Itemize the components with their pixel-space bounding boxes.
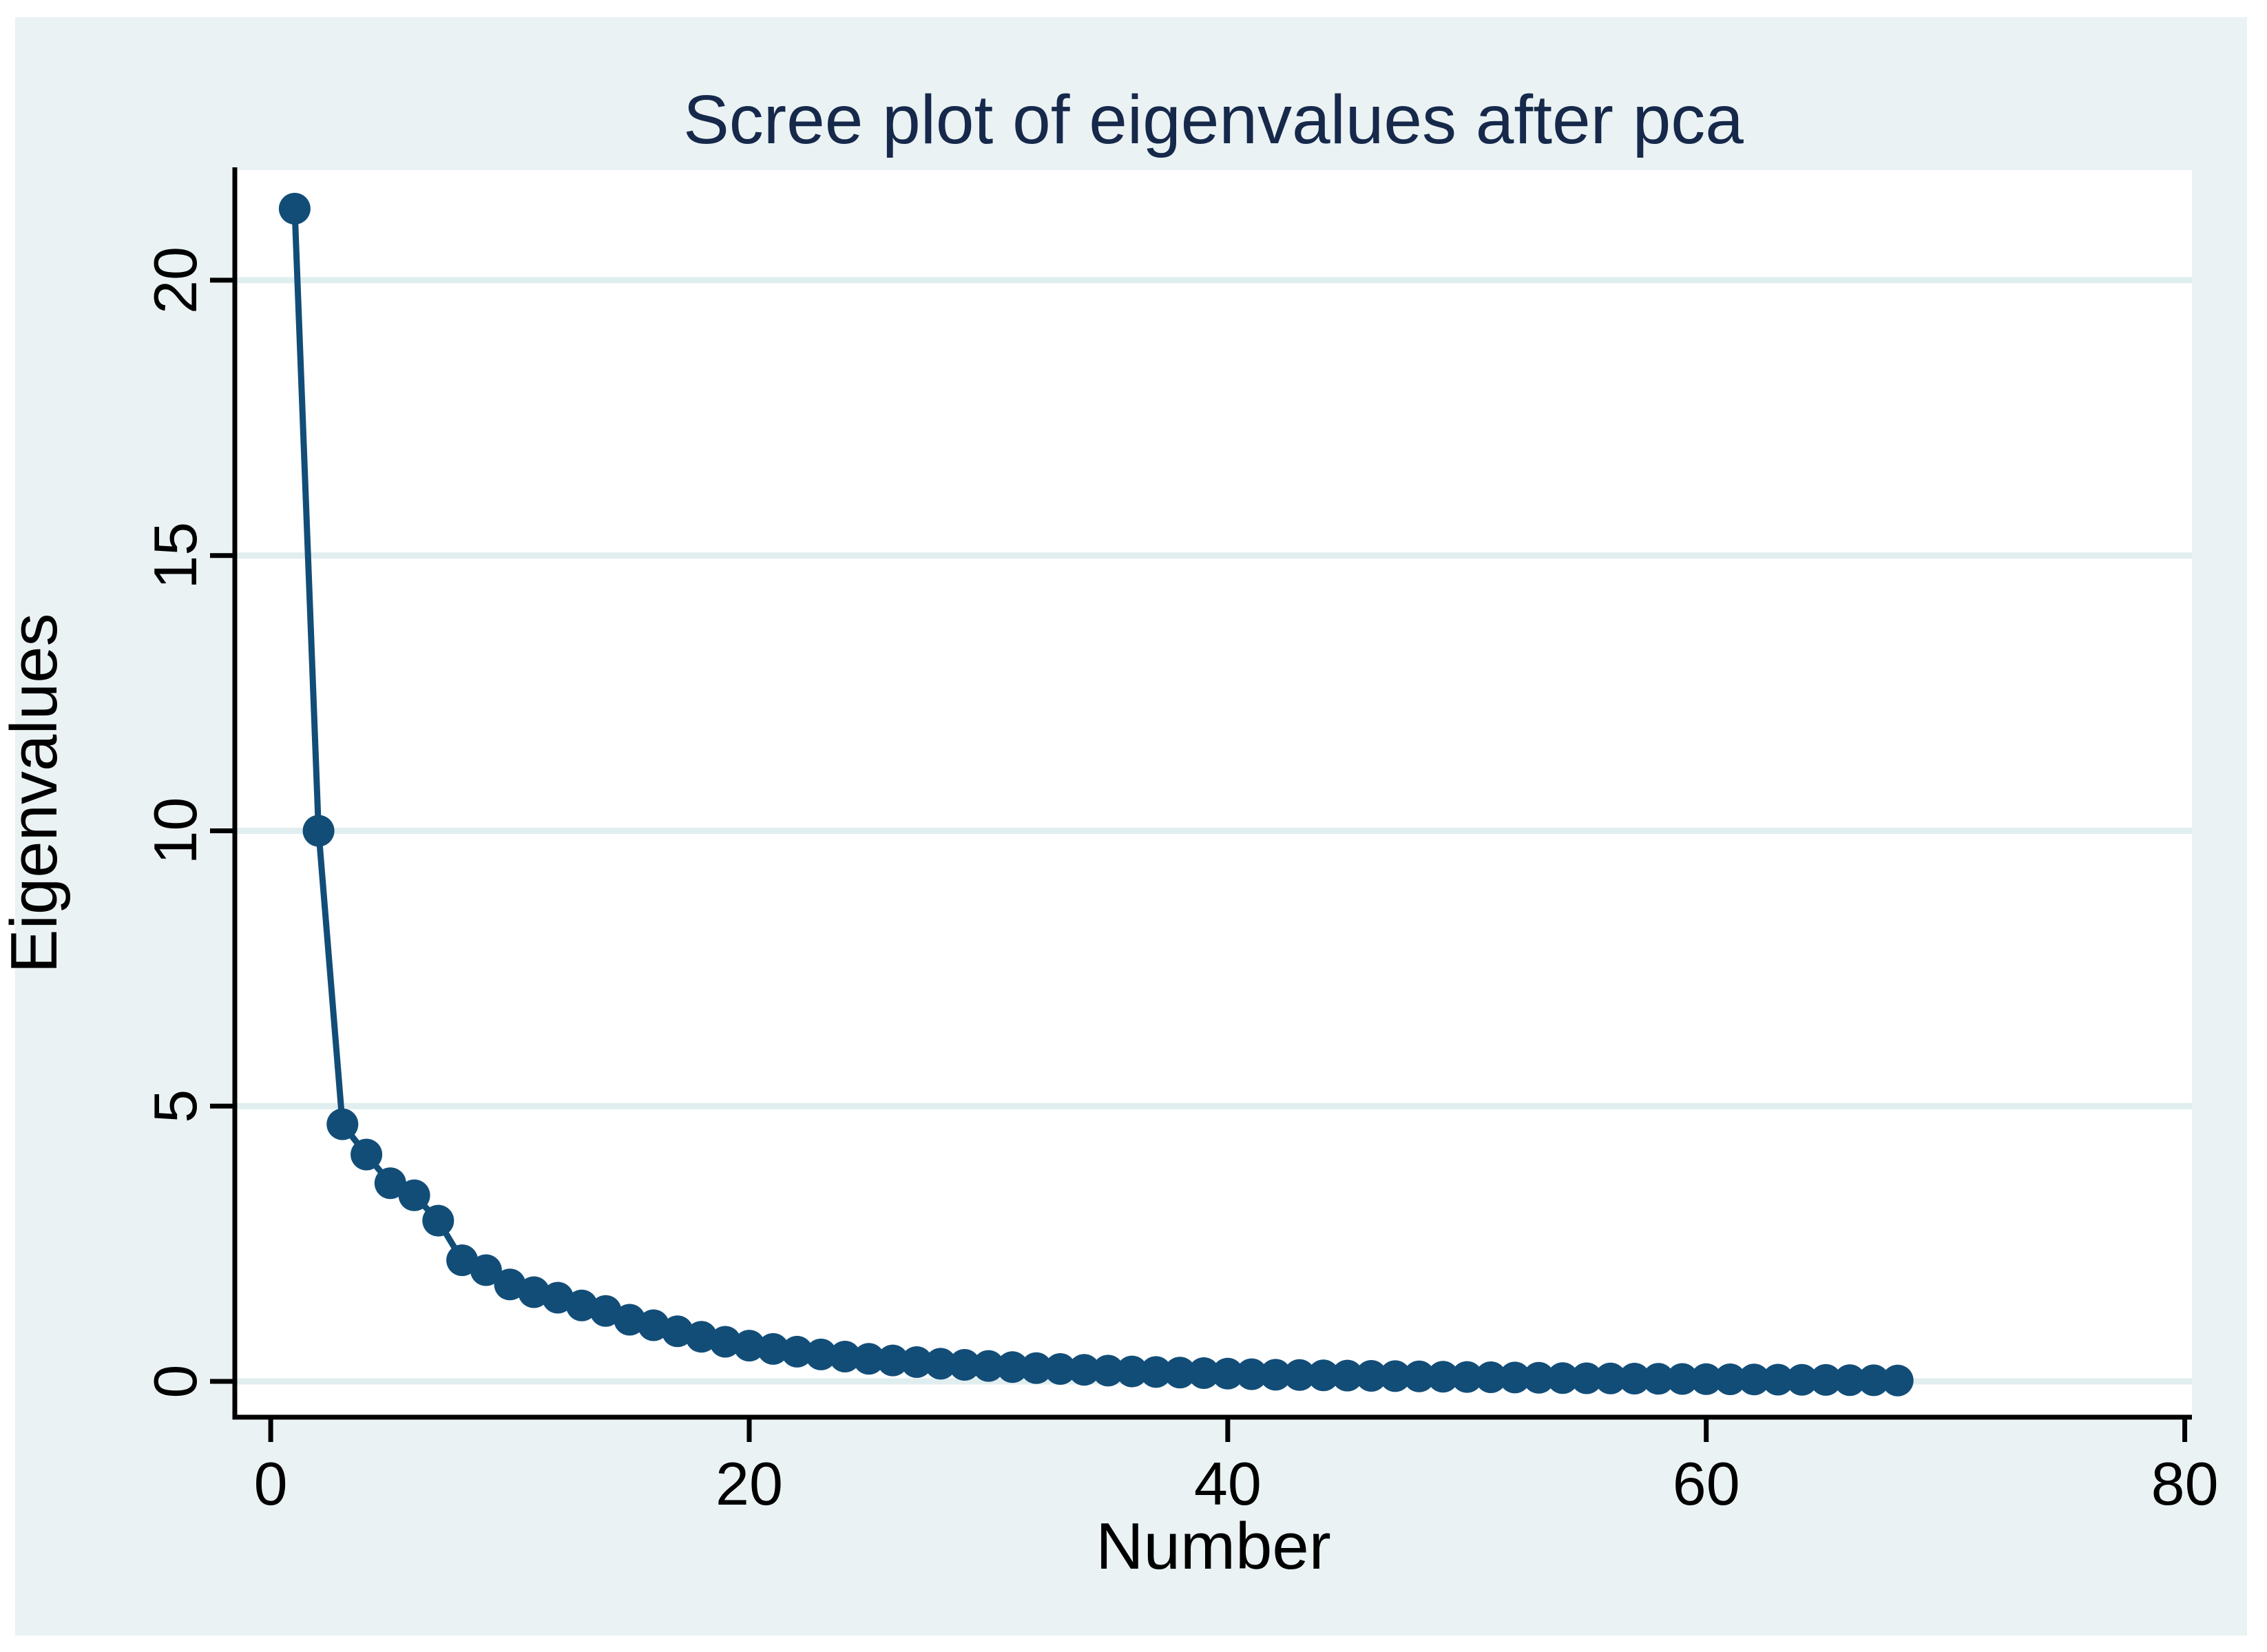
data-point-marker (829, 1341, 861, 1372)
data-point-marker (1451, 1361, 1483, 1393)
data-point-marker (374, 1167, 406, 1200)
data-point-marker (1714, 1363, 1746, 1395)
y-axis-ticks: 0 5 10 15 20 (141, 247, 235, 1399)
x-tick-label: 40 (1194, 1450, 1262, 1518)
data-point-marker (1738, 1363, 1770, 1396)
data-point-marker (1235, 1358, 1268, 1390)
data-point-marker (638, 1309, 669, 1341)
eigenvalue-series (278, 193, 1914, 1397)
y-tick-label: 0 (141, 1365, 209, 1399)
y-axis-title: Eigenvalues (0, 613, 71, 973)
data-point-marker (565, 1289, 598, 1321)
chart-title: Scree plot of eigenvalues after pca (683, 81, 1744, 158)
data-point-marker (661, 1315, 693, 1348)
data-point-marker (302, 815, 335, 847)
x-tick-label: 60 (1673, 1450, 1740, 1518)
data-point-marker (1594, 1362, 1627, 1394)
x-axis-ticks: 0 20 40 60 80 (254, 1417, 2219, 1518)
data-point-marker (589, 1295, 622, 1327)
x-tick-label: 0 (254, 1450, 288, 1518)
data-point-marker (1547, 1362, 1579, 1394)
data-point-marker (422, 1204, 455, 1237)
data-point-marker (757, 1332, 789, 1365)
data-point-marker (542, 1282, 574, 1314)
data-point-marker (924, 1348, 957, 1380)
data-point-marker (805, 1338, 837, 1370)
data-point-marker (1498, 1361, 1531, 1394)
data-point-marker (1211, 1357, 1244, 1390)
x-tick-label: 20 (715, 1450, 783, 1518)
data-point-marker (1068, 1354, 1100, 1386)
data-point-marker (853, 1343, 885, 1375)
data-point-marker (1642, 1363, 1675, 1395)
data-point-marker (1667, 1363, 1698, 1395)
data-point-marker (1355, 1360, 1388, 1392)
data-point-marker (1307, 1359, 1339, 1392)
data-point-marker (1857, 1364, 1890, 1397)
data-point-marker (494, 1268, 526, 1301)
data-point-marker (1810, 1363, 1842, 1396)
data-point-marker (1571, 1362, 1602, 1394)
x-tick-label: 80 (2151, 1450, 2219, 1518)
data-point-marker (733, 1330, 765, 1362)
x-axis-title: Number (1096, 1509, 1330, 1583)
data-point-marker (1762, 1363, 1794, 1396)
data-point-marker (518, 1276, 550, 1308)
data-point-marker (1188, 1357, 1220, 1389)
data-point-marker (685, 1321, 718, 1353)
data-point-marker (1427, 1361, 1459, 1393)
data-point-marker (446, 1244, 479, 1277)
data-point-marker (1690, 1363, 1722, 1395)
data-point-marker (1044, 1353, 1076, 1385)
data-point-marker (1020, 1352, 1052, 1384)
data-point-marker (1618, 1363, 1651, 1394)
data-point-marker (996, 1351, 1029, 1383)
plot-area (235, 170, 2192, 1417)
data-point-marker (1379, 1360, 1411, 1392)
data-point-marker (709, 1326, 742, 1358)
data-point-marker (1881, 1364, 1914, 1397)
data-point-marker (948, 1349, 981, 1381)
y-tick-label: 20 (141, 247, 209, 314)
data-point-marker (398, 1179, 430, 1211)
data-point-marker (1260, 1359, 1292, 1391)
y-tick-label: 10 (141, 797, 209, 865)
data-point-marker (1475, 1361, 1507, 1393)
data-point-marker (1834, 1364, 1866, 1397)
data-point-marker (278, 193, 311, 224)
data-point-marker (326, 1108, 359, 1140)
data-point-marker (614, 1304, 646, 1336)
y-tick-label: 15 (141, 522, 209, 589)
data-point-marker (781, 1335, 813, 1368)
data-point-marker (877, 1344, 909, 1377)
data-point-marker (1140, 1356, 1172, 1388)
data-point-marker (1092, 1355, 1125, 1387)
data-point-marker (901, 1346, 933, 1378)
data-point-marker (1116, 1355, 1148, 1388)
data-point-marker (1786, 1363, 1818, 1396)
data-point-marker (351, 1138, 383, 1171)
data-point-marker (1331, 1359, 1364, 1392)
data-point-marker (1284, 1359, 1316, 1391)
data-point-marker (1164, 1357, 1196, 1389)
data-point-marker (1403, 1360, 1435, 1392)
y-tick-label: 5 (141, 1089, 209, 1123)
data-point-marker (1523, 1361, 1555, 1394)
data-point-marker (972, 1350, 1005, 1382)
data-point-marker (470, 1254, 502, 1286)
